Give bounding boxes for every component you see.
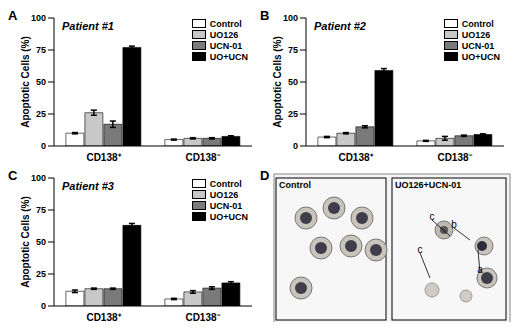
svg-text:75: 75 — [36, 205, 46, 215]
svg-text:CD138⁻: CD138⁻ — [437, 152, 472, 163]
svg-text:50: 50 — [36, 237, 46, 247]
html-text:Patient #1: Patient #1 — [62, 20, 114, 32]
svg-text:a: a — [477, 264, 483, 275]
html-text:Control: Control — [279, 180, 311, 190]
svg-text:25: 25 — [36, 109, 46, 119]
svg-text:CD138⁻: CD138⁻ — [185, 152, 220, 163]
svg-text:c: c — [430, 211, 435, 222]
svg-text:100: 100 — [31, 13, 46, 23]
svg-text:25: 25 — [288, 109, 298, 119]
svg-text:100: 100 — [283, 13, 298, 23]
svg-text:0: 0 — [41, 301, 46, 311]
html-text:A: A — [8, 8, 18, 23]
html-text:UO+UCN: UO+UCN — [461, 51, 500, 62]
html-text:Control: Control — [209, 18, 242, 29]
svg-text:25: 25 — [36, 269, 46, 279]
html-text:C: C — [8, 168, 18, 183]
html-text:Patient #3: Patient #3 — [62, 180, 114, 192]
html-text:UO+UCN: UO+UCN — [209, 51, 248, 62]
svg-text:100: 100 — [31, 173, 46, 183]
svg-text:0: 0 — [41, 141, 46, 151]
svg-text:CD138⁺: CD138⁺ — [86, 312, 121, 322]
html-text:Patient #2: Patient #2 — [314, 20, 366, 32]
svg-text:Apoptotic Cells (%): Apoptotic Cells (%) — [20, 36, 31, 128]
html-text:UCN-01: UCN-01 — [461, 40, 495, 51]
svg-text:b: b — [451, 219, 457, 230]
html-text:UO126: UO126 — [209, 189, 239, 200]
svg-text:75: 75 — [288, 45, 298, 55]
svg-text:50: 50 — [288, 77, 298, 87]
svg-text:0: 0 — [293, 141, 298, 151]
svg-text:CD138⁺: CD138⁺ — [86, 152, 121, 163]
svg-text:c: c — [418, 244, 423, 255]
html-text:UCN-01: UCN-01 — [209, 200, 243, 211]
html-text:UCN-01: UCN-01 — [209, 40, 243, 51]
svg-text:Apoptotic Cells (%): Apoptotic Cells (%) — [272, 36, 283, 128]
html-text:D: D — [260, 168, 270, 183]
svg-text:50: 50 — [36, 77, 46, 87]
html-text:UO126: UO126 — [209, 29, 239, 40]
html-text:UO+UCN: UO+UCN — [209, 211, 248, 222]
svg-text:CD138⁺: CD138⁺ — [338, 152, 373, 163]
html-text:UO126+UCN-01: UO126+UCN-01 — [395, 180, 462, 190]
svg-text:CD138⁻: CD138⁻ — [185, 312, 220, 322]
svg-text:Apoptotic Cells (%): Apoptotic Cells (%) — [20, 196, 31, 288]
html-text:Control: Control — [209, 178, 242, 189]
svg-text:75: 75 — [36, 45, 46, 55]
html-text:Control: Control — [461, 18, 494, 29]
html-text:UO126: UO126 — [461, 29, 491, 40]
html-text:B: B — [260, 8, 270, 23]
